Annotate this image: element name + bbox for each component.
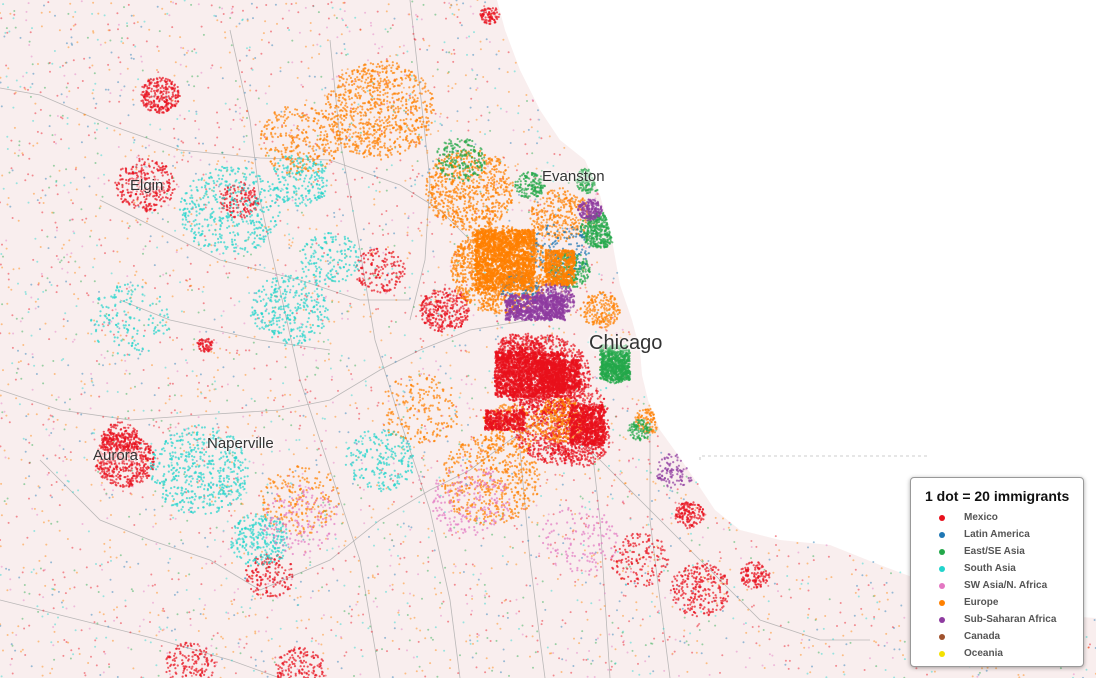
legend-label: Canada bbox=[964, 631, 1000, 642]
legend-label: Sub-Saharan Africa bbox=[964, 614, 1056, 625]
legend-swatch bbox=[939, 531, 945, 538]
legend-swatch bbox=[939, 616, 945, 623]
legend-item-latin-america: Latin America bbox=[925, 526, 1083, 543]
road-network bbox=[0, 0, 930, 678]
legend-item-europe: Europe bbox=[925, 594, 1083, 611]
legend-label: South Asia bbox=[964, 563, 1016, 574]
legend-label: SW Asia/N. Africa bbox=[964, 580, 1047, 591]
city-label-naperville: Naperville bbox=[207, 435, 274, 452]
city-label-aurora: Aurora bbox=[93, 447, 138, 464]
legend-swatch bbox=[939, 633, 945, 640]
legend-item-south-asia: South Asia bbox=[925, 560, 1083, 577]
legend-label: Oceania bbox=[964, 648, 1003, 659]
legend-label: Mexico bbox=[964, 512, 998, 523]
legend-swatch bbox=[939, 548, 945, 555]
city-label-evanston: Evanston bbox=[542, 168, 605, 185]
legend-label: Europe bbox=[964, 597, 998, 608]
legend-label: East/SE Asia bbox=[964, 546, 1025, 557]
city-label-chicago: Chicago bbox=[589, 332, 662, 355]
legend-label: Latin America bbox=[964, 529, 1030, 540]
legend-title: 1 dot = 20 immigrants bbox=[925, 488, 1083, 504]
legend-item-sub-saharan-africa: Sub-Saharan Africa bbox=[925, 611, 1083, 628]
legend-swatch bbox=[939, 599, 945, 606]
legend-swatch bbox=[939, 565, 945, 572]
city-label-elgin: Elgin bbox=[130, 177, 163, 194]
legend-item-canada: Canada bbox=[925, 628, 1083, 645]
legend-item-sw-asia-n-africa: SW Asia/N. Africa bbox=[925, 577, 1083, 594]
legend-item-oceania: Oceania bbox=[925, 645, 1083, 662]
legend: 1 dot = 20 immigrants Mexico Latin Ameri… bbox=[910, 477, 1084, 667]
legend-swatch bbox=[939, 650, 945, 657]
legend-item-mexico: Mexico bbox=[925, 509, 1083, 526]
legend-swatch bbox=[939, 582, 945, 589]
legend-item-east-se-asia: East/SE Asia bbox=[925, 543, 1083, 560]
legend-swatch bbox=[939, 514, 945, 521]
